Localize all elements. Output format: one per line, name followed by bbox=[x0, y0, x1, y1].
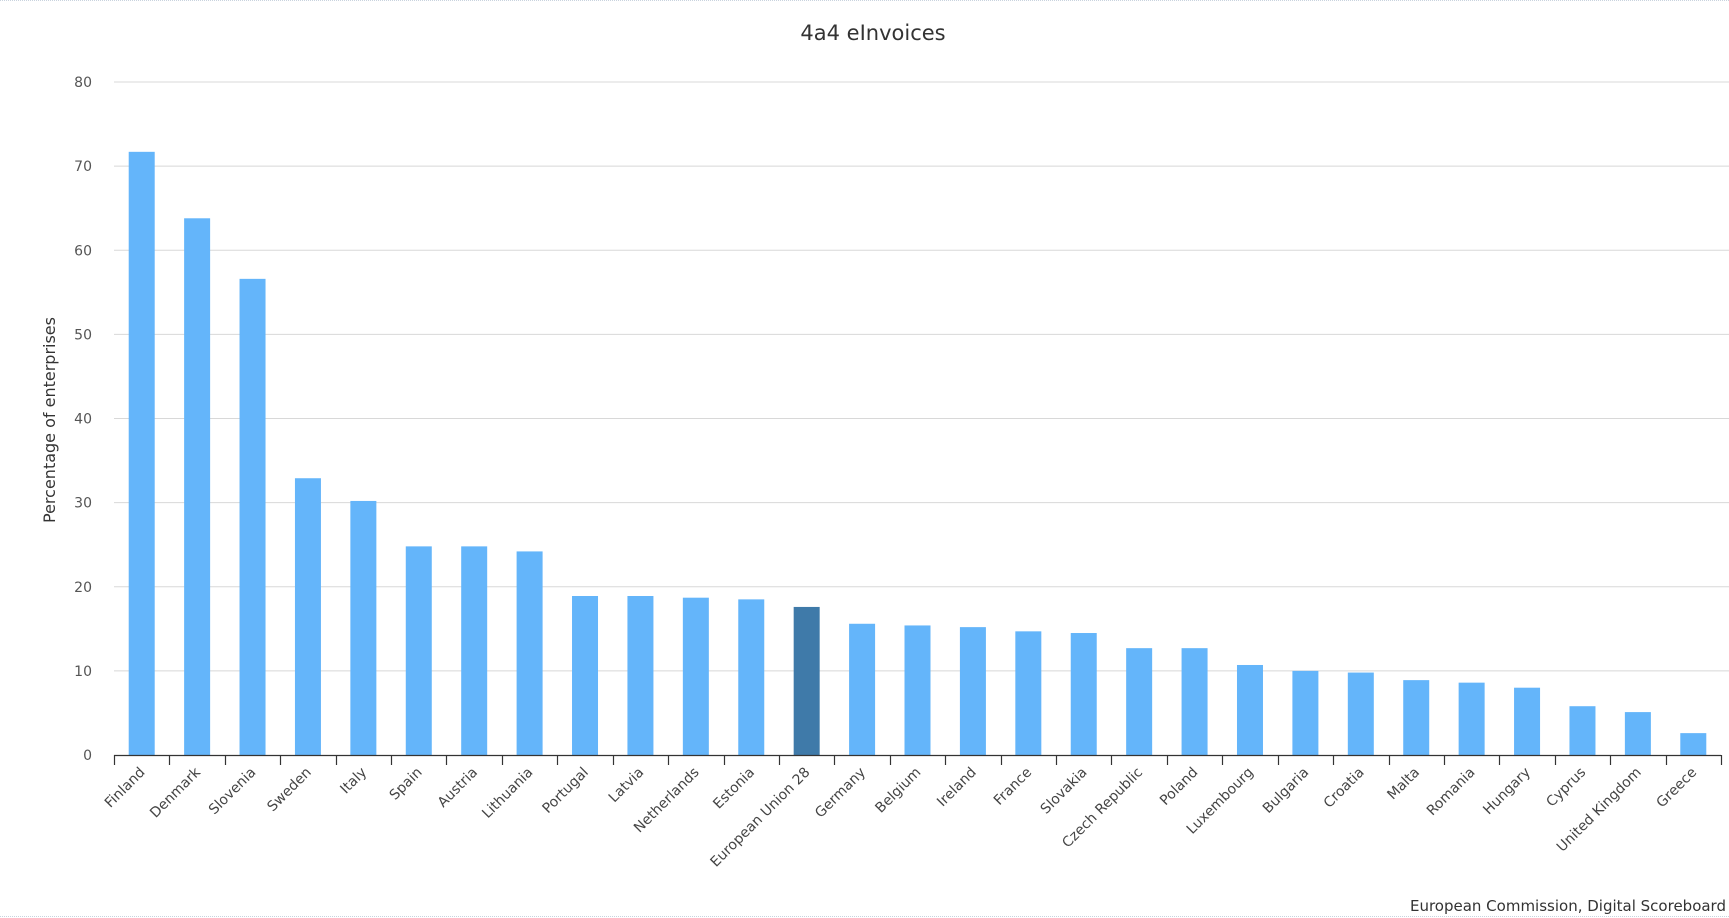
bar-hungary[interactable] bbox=[1514, 687, 1541, 755]
x-tick-label: Slovakia bbox=[1038, 765, 1091, 818]
y-tick-label: 30 bbox=[74, 496, 92, 512]
bar-bulgaria[interactable] bbox=[1292, 670, 1319, 755]
y-tick-label: 0 bbox=[83, 748, 92, 764]
bar-romania[interactable] bbox=[1458, 682, 1485, 755]
bar-finland[interactable] bbox=[128, 151, 155, 756]
bar-belgium[interactable] bbox=[904, 625, 931, 755]
x-tick-label: Finland bbox=[102, 765, 149, 812]
x-tick-label: Cyprus bbox=[1543, 765, 1589, 811]
y-tick-label: 10 bbox=[74, 664, 92, 680]
x-tick-label: Hungary bbox=[1480, 765, 1534, 819]
bar-greece[interactable] bbox=[1680, 733, 1707, 755]
bar-united-kingdom[interactable] bbox=[1624, 712, 1651, 755]
bar-germany[interactable] bbox=[849, 623, 876, 755]
x-tick-label: Portugal bbox=[540, 765, 592, 817]
bar-sweden[interactable] bbox=[294, 478, 321, 755]
x-tick-label: Belgium bbox=[872, 765, 924, 817]
bar-malta[interactable] bbox=[1403, 680, 1430, 755]
y-tick-label: 80 bbox=[74, 75, 92, 91]
y-tick-label: 20 bbox=[74, 580, 92, 596]
bar-netherlands[interactable] bbox=[682, 597, 709, 755]
bar-slovakia[interactable] bbox=[1070, 633, 1097, 755]
bar-estonia[interactable] bbox=[738, 599, 765, 755]
grid-lines bbox=[114, 81, 1729, 672]
x-axis bbox=[113, 754, 1723, 765]
x-tick-label: Malta bbox=[1384, 765, 1423, 804]
bar-portugal[interactable] bbox=[572, 596, 599, 755]
x-tick-label: Slovenia bbox=[206, 765, 259, 818]
bar-denmark[interactable] bbox=[184, 218, 211, 756]
bar-lithuania[interactable] bbox=[516, 551, 543, 755]
bars bbox=[128, 151, 1707, 756]
x-tick-label: European Union 28 bbox=[708, 765, 814, 871]
y-axis-label: Percentage of enterprises bbox=[40, 317, 59, 523]
x-tick-label: Austria bbox=[435, 765, 481, 811]
bar-latvia[interactable] bbox=[627, 596, 654, 755]
x-tick-label: Croatia bbox=[1321, 765, 1368, 812]
bar-italy[interactable] bbox=[350, 500, 377, 755]
bar-slovenia[interactable] bbox=[239, 278, 266, 755]
bar-czech-republic[interactable] bbox=[1126, 648, 1153, 755]
x-tick-label: Denmark bbox=[147, 764, 204, 821]
bar-spain[interactable] bbox=[405, 546, 432, 755]
bar-cyprus[interactable] bbox=[1569, 706, 1596, 755]
bar-croatia[interactable] bbox=[1347, 672, 1374, 755]
x-tick-label: Lithuania bbox=[479, 765, 536, 822]
bar-poland[interactable] bbox=[1181, 648, 1208, 755]
x-tick-label: France bbox=[991, 765, 1035, 809]
x-tick-label: Spain bbox=[387, 765, 426, 804]
x-tick-label: Poland bbox=[1157, 765, 1201, 809]
x-tick-label: Sweden bbox=[264, 765, 314, 815]
bar-ireland[interactable] bbox=[959, 627, 986, 755]
y-tick-label: 40 bbox=[74, 412, 92, 428]
y-tick-label: 60 bbox=[74, 243, 92, 259]
y-tick-label: 50 bbox=[74, 327, 92, 343]
x-tick-label: Italy bbox=[337, 765, 370, 798]
x-tick-label: Ireland bbox=[934, 765, 980, 811]
y-tick-label: 70 bbox=[74, 159, 92, 175]
bar-european-union-28[interactable] bbox=[793, 606, 820, 755]
y-axis-ticks: 0 10 20 30 40 50 60 70 80 bbox=[74, 75, 92, 764]
chart-credit[interactable]: European Commission, Digital Scoreboard bbox=[1410, 897, 1726, 915]
x-tick-label: Latvia bbox=[606, 765, 647, 806]
bar-france[interactable] bbox=[1015, 631, 1042, 755]
x-tick-label: Greece bbox=[1654, 765, 1701, 812]
x-tick-label: Estonia bbox=[710, 765, 758, 813]
chart-title: 4a4 eInvoices bbox=[800, 21, 945, 45]
bar-austria[interactable] bbox=[461, 546, 488, 755]
x-tick-label: Germany bbox=[812, 765, 869, 822]
bar-luxembourg[interactable] bbox=[1236, 664, 1263, 755]
x-tick-label: Romania bbox=[1424, 765, 1479, 820]
x-tick-label: Bulgaria bbox=[1260, 765, 1312, 817]
